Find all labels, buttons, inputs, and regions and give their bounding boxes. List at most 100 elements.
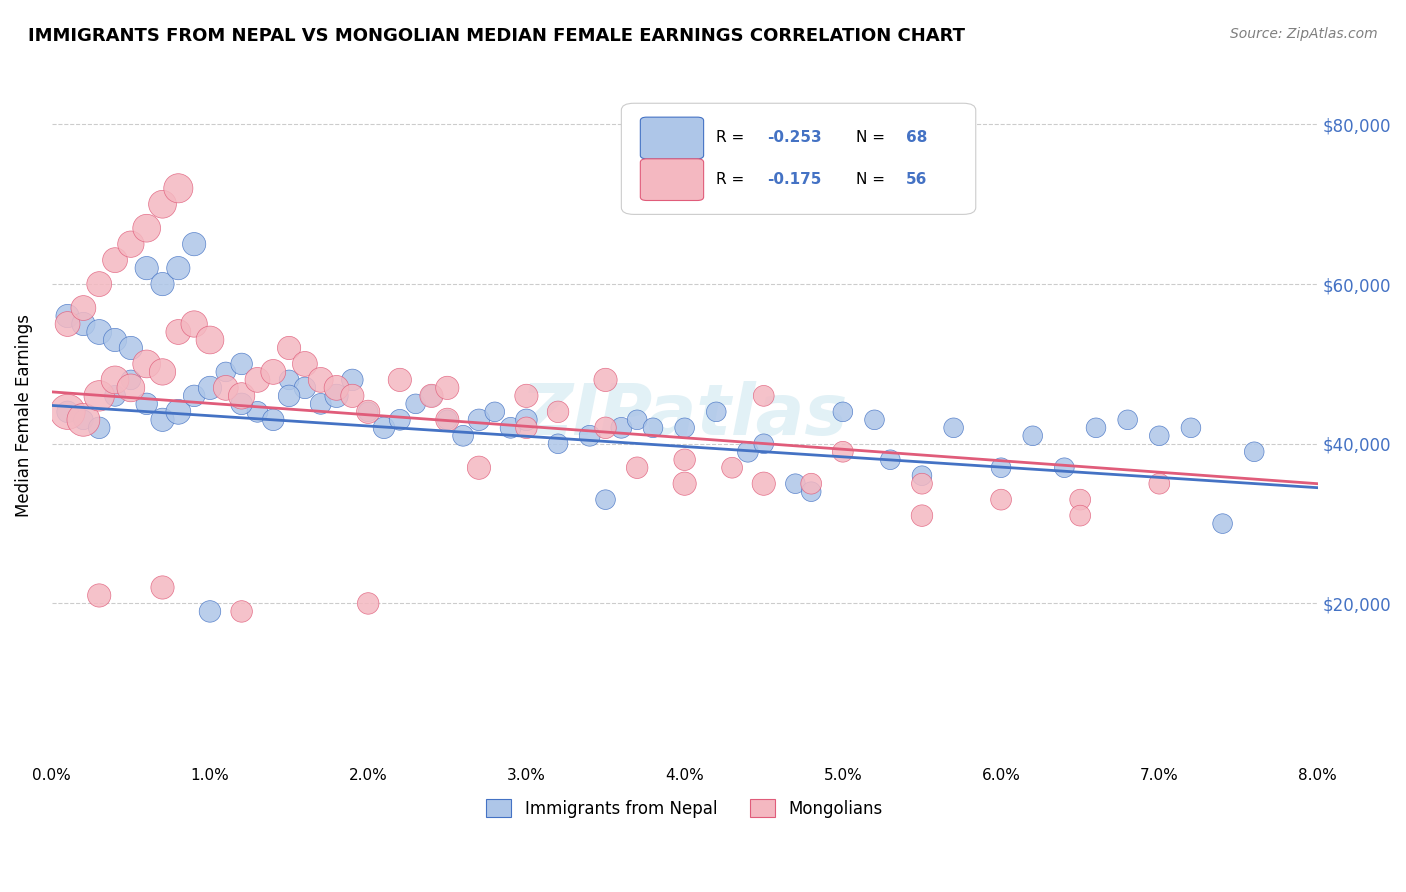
Point [309, 397, 332, 411]
Point [673, 476, 696, 491]
Point [388, 373, 411, 387]
Point [752, 436, 775, 450]
Point [911, 468, 934, 483]
FancyBboxPatch shape [640, 117, 703, 159]
Point [152, 413, 174, 427]
Point [595, 421, 617, 435]
Point [104, 389, 127, 403]
Point [278, 341, 301, 355]
FancyBboxPatch shape [621, 103, 976, 214]
Point [342, 389, 364, 403]
Point [135, 357, 157, 371]
Point [911, 476, 934, 491]
Point [167, 325, 190, 339]
Point [1085, 421, 1108, 435]
Point [89, 421, 111, 435]
Point [357, 405, 380, 419]
Point [436, 413, 458, 427]
Point [89, 389, 111, 403]
Text: 68: 68 [905, 130, 928, 145]
Point [262, 365, 284, 379]
Point [1212, 516, 1234, 531]
Point [183, 317, 205, 331]
Point [72, 301, 94, 315]
Point [547, 436, 569, 450]
Point [484, 405, 506, 419]
Point [595, 373, 617, 387]
Point [309, 373, 332, 387]
Point [451, 429, 474, 443]
Point [72, 413, 94, 427]
Point [294, 357, 316, 371]
Point [89, 589, 111, 603]
Point [198, 604, 221, 618]
Point [1149, 429, 1171, 443]
Point [911, 508, 934, 523]
Point [325, 389, 347, 403]
Point [626, 460, 648, 475]
Text: -0.175: -0.175 [766, 172, 821, 187]
Text: -0.253: -0.253 [766, 130, 821, 145]
Point [1149, 476, 1171, 491]
Point [135, 221, 157, 235]
Point [879, 452, 901, 467]
Point [357, 597, 380, 611]
Y-axis label: Median Female Earnings: Median Female Earnings [15, 314, 32, 517]
Point [135, 397, 157, 411]
Legend: Immigrants from Nepal, Mongolians: Immigrants from Nepal, Mongolians [479, 793, 890, 824]
Point [595, 492, 617, 507]
Point [1069, 508, 1091, 523]
Text: IMMIGRANTS FROM NEPAL VS MONGOLIAN MEDIAN FEMALE EARNINGS CORRELATION CHART: IMMIGRANTS FROM NEPAL VS MONGOLIAN MEDIA… [28, 27, 965, 45]
Point [626, 413, 648, 427]
Point [135, 261, 157, 276]
Point [104, 333, 127, 347]
Point [405, 397, 427, 411]
Point [1116, 413, 1139, 427]
Point [752, 389, 775, 403]
Point [515, 421, 537, 435]
Point [1022, 429, 1045, 443]
Point [831, 405, 853, 419]
Point [1243, 444, 1265, 458]
Text: 56: 56 [905, 172, 928, 187]
FancyBboxPatch shape [640, 159, 703, 201]
Point [262, 413, 284, 427]
Point [436, 413, 458, 427]
Point [357, 405, 380, 419]
Point [704, 405, 727, 419]
Point [183, 389, 205, 403]
Point [152, 197, 174, 211]
Point [436, 381, 458, 395]
Point [120, 373, 142, 387]
Point [737, 444, 759, 458]
Point [990, 460, 1012, 475]
Point [1180, 421, 1202, 435]
Point [56, 405, 79, 419]
Point [183, 237, 205, 252]
Point [800, 476, 823, 491]
Point [198, 333, 221, 347]
Point [167, 261, 190, 276]
Text: N =: N = [855, 130, 890, 145]
Point [673, 421, 696, 435]
Point [800, 484, 823, 499]
Point [325, 381, 347, 395]
Point [499, 421, 522, 435]
Point [785, 476, 807, 491]
Point [1053, 460, 1076, 475]
Point [215, 365, 238, 379]
Point [547, 405, 569, 419]
Point [990, 492, 1012, 507]
Point [104, 373, 127, 387]
Text: N =: N = [855, 172, 890, 187]
Text: Source: ZipAtlas.com: Source: ZipAtlas.com [1230, 27, 1378, 41]
Point [388, 413, 411, 427]
Point [342, 373, 364, 387]
Point [673, 452, 696, 467]
Point [56, 405, 79, 419]
Point [420, 389, 443, 403]
Point [152, 581, 174, 595]
Point [721, 460, 744, 475]
Point [167, 181, 190, 195]
Point [72, 413, 94, 427]
